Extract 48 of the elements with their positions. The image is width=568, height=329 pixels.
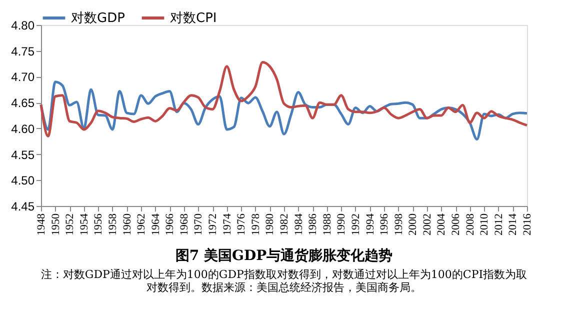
x-tick-label: 1952 [64, 214, 76, 236]
x-tick-label: 2000 [407, 213, 420, 236]
x-tick-label: 1974 [221, 213, 234, 236]
y-tick-label: 4.70 [11, 70, 35, 84]
x-tick-label: 1950 [50, 213, 62, 236]
x-tick-label: 1968 [178, 213, 190, 236]
text: 注：对数GDP通过对以上年为100的GDP指数取对数得到，对数通过对以上年为100的CPI指数为取对数得到。数据来源：美国总统经济报告，美国商务局。 [40, 268, 528, 294]
x-tick-label: 2016 [522, 213, 534, 236]
y-tick-label: 4.75 [11, 44, 35, 58]
legend-label: 对数GDP [71, 11, 126, 26]
x-tick-label: 2002 [421, 214, 434, 236]
x-tick-label: 2004 [436, 213, 448, 236]
x-tick-label: 1972 [207, 214, 220, 236]
x-tick-label: 1996 [378, 213, 391, 236]
y-tick-label: 4.55 [11, 148, 35, 162]
x-tick-label: 2012 [492, 214, 505, 236]
x-tick-label: 2008 [464, 213, 476, 236]
x-tick-label: 1994 [364, 213, 376, 236]
x-tick-label: 1954 [78, 213, 90, 236]
x-tick-label: 1990 [336, 213, 348, 236]
legend-label: 对数CPI [170, 11, 217, 26]
y-tick-label: 4.45 [11, 200, 35, 214]
x-tick-label: 1982 [278, 214, 290, 236]
x-tick-label: 1978 [250, 213, 262, 236]
x-tick-label: 1958 [106, 213, 119, 236]
y-tick-label: 4.60 [11, 122, 35, 136]
x-tick-label: 1970 [192, 213, 205, 236]
y-tick-label: 4.80 [11, 18, 35, 32]
text: 图7 美国GDP与通货膨胀变化趋势 [175, 247, 393, 264]
x-tick-label: 1988 [321, 213, 334, 236]
x-tick-label: 2014 [507, 213, 520, 236]
y-tick-label: 4.65 [11, 96, 35, 110]
x-tick-label: 1992 [350, 214, 362, 236]
line-series [40, 60, 528, 138]
x-tick-label: 1976 [236, 213, 248, 236]
x-tick-label: 1966 [164, 213, 176, 236]
x-tick-label: 1984 [292, 213, 305, 236]
x-tick-label: 1980 [264, 213, 276, 236]
x-tick-label: 1960 [121, 213, 134, 236]
x-tick-label: 2006 [450, 213, 462, 236]
x-tick-label: 1956 [92, 213, 105, 236]
x-tick-label: 1948 [36, 213, 48, 236]
x-tick-label: 1998 [392, 213, 405, 236]
y-tick-label: 4.50 [11, 174, 35, 188]
x-tick-label: 1986 [307, 213, 320, 236]
x-tick-label: 1962 [136, 214, 148, 236]
x-tick-label: 2010 [478, 213, 491, 236]
x-tick-label: 1964 [150, 213, 162, 236]
